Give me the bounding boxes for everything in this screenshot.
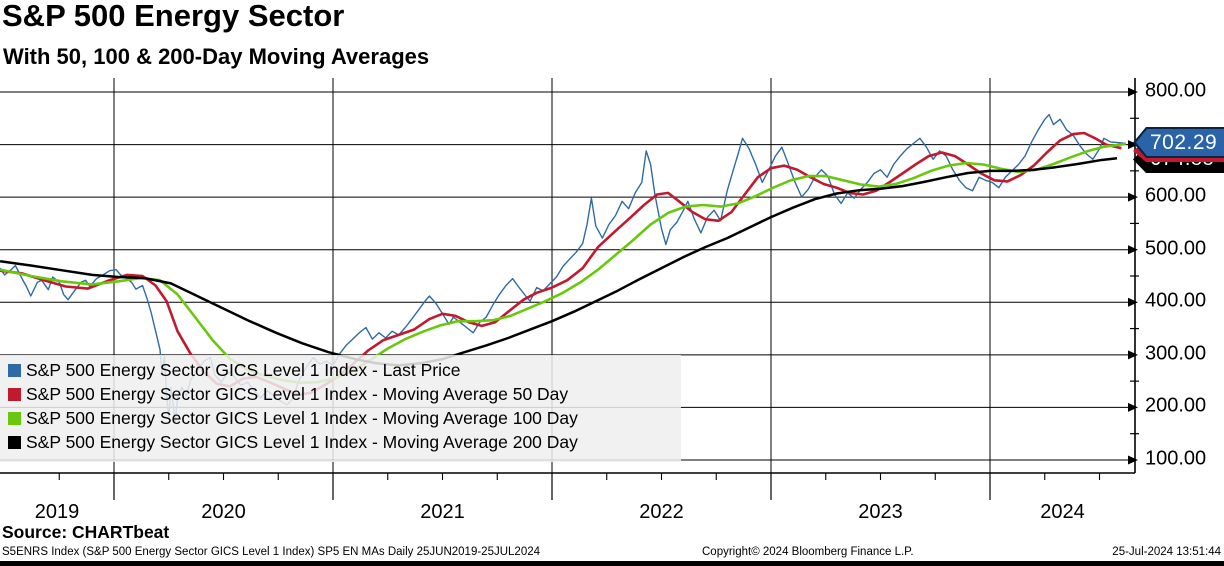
y-axis-tick-label: 100.00: [1145, 447, 1207, 470]
legend-item-last-price: S&P 500 Energy Sector GICS Level 1 Index…: [0, 358, 681, 382]
y-axis-tick-label: 500.00: [1145, 237, 1207, 260]
y-tick-arrow: [1128, 140, 1138, 150]
y-tick-arrow: [1128, 192, 1138, 202]
y-axis-tick-label: 400.00: [1145, 289, 1207, 312]
source-label: Source: CHARTbeat: [2, 522, 170, 542]
y-tick-arrow: [1128, 402, 1138, 412]
last-price-badge-value: 702.29: [1136, 129, 1224, 156]
legend-item-label: S&P 500 Energy Sector GICS Level 1 Index…: [26, 383, 569, 404]
chart-legend: S&P 500 Energy Sector GICS Level 1 Index…: [0, 355, 681, 462]
y-axis-tick-label: 300.00: [1145, 342, 1207, 365]
bottom-divider-bar: [0, 561, 1224, 566]
y-tick-arrow: [1128, 297, 1138, 307]
y-tick-arrow: [1128, 245, 1138, 255]
series-line-2: [0, 142, 1126, 384]
legend-item-ma50: S&P 500 Energy Sector GICS Level 1 Index…: [0, 382, 681, 406]
page-subtitle: With 50, 100 & 200-Day Moving Averages: [3, 44, 430, 69]
footer-copyright: Copyright© 2024 Bloomberg Finance L.P.: [702, 546, 914, 558]
legend-item-ma100: S&P 500 Energy Sector GICS Level 1 Index…: [0, 406, 681, 430]
x-axis-year-label: 2024: [1040, 501, 1085, 523]
legend-item-label: S&P 500 Energy Sector GICS Level 1 Index…: [26, 359, 461, 380]
y-axis-tick-label: 600.00: [1145, 184, 1207, 207]
footer-timestamp: 25-Jul-2024 13:51:44: [1112, 546, 1221, 558]
y-tick-arrow: [1128, 350, 1138, 360]
footer-ticker-info: S5ENRS Index (S&P 500 Energy Sector GICS…: [2, 546, 541, 558]
y-axis-tick-label: 800.00: [1145, 79, 1207, 102]
y-tick-arrow: [1128, 87, 1138, 97]
y-axis-tick-label: 200.00: [1145, 394, 1207, 417]
series-line-3: [0, 156, 1118, 367]
x-axis-year-label: 2023: [858, 501, 903, 523]
x-axis-year-label: 2019: [34, 501, 80, 523]
legend-item-label: S&P 500 Energy Sector GICS Level 1 Index…: [26, 431, 578, 452]
y-tick-arrow: [1128, 455, 1138, 465]
x-axis-year-label: 2021: [420, 501, 465, 523]
x-axis-year-label: 2022: [639, 501, 684, 523]
legend-item-label: S&P 500 Energy Sector GICS Level 1 Index…: [26, 407, 578, 428]
x-axis-year-label: 2020: [201, 501, 246, 523]
page-title: S&P 500 Energy Sector: [2, 0, 345, 33]
legend-swatch-ma200: [8, 435, 21, 449]
legend-item-ma200: S&P 500 Energy Sector GICS Level 1 Index…: [0, 430, 681, 454]
legend-swatch-last-price: [8, 363, 21, 377]
last-price-badge: 702.29: [1133, 127, 1224, 158]
legend-swatch-ma100: [8, 411, 21, 425]
legend-swatch-ma50: [8, 387, 21, 401]
